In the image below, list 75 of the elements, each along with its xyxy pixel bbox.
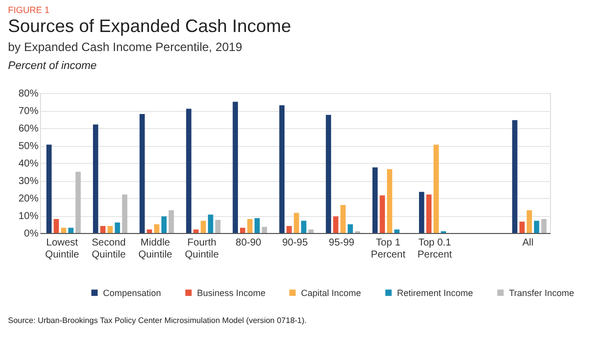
bar [340, 205, 346, 233]
bar [308, 230, 314, 233]
bar [200, 220, 206, 233]
bar [161, 216, 167, 233]
bar [294, 212, 300, 233]
bar [54, 219, 59, 233]
bar [262, 226, 268, 233]
bar [46, 144, 52, 233]
bar [519, 222, 525, 233]
x-tick-label: 90-95 [282, 238, 308, 248]
bar [60, 228, 66, 233]
bar [419, 192, 424, 233]
bar [526, 210, 532, 233]
bar [372, 167, 378, 233]
bar [386, 169, 392, 233]
chart-subtitle: by Expanded Cash Income Percentile, 2019 [8, 40, 242, 54]
x-tick-label: All [522, 238, 534, 248]
x-tick-label: Lowest Quintile [45, 238, 80, 260]
bar [348, 224, 353, 233]
y-tick-label: 20% [18, 194, 39, 204]
legend-label: Business Income [197, 288, 266, 298]
bar [146, 230, 152, 233]
x-tick-label: 80-90 [236, 238, 262, 248]
legend-label: Compensation [103, 288, 162, 298]
bar [326, 114, 332, 233]
bar [68, 228, 74, 233]
bar [279, 105, 285, 233]
bar [380, 195, 385, 233]
bar [394, 230, 400, 233]
bar [232, 102, 238, 233]
bar [122, 194, 128, 233]
bar [76, 172, 81, 233]
x-tick-label: Top 0.1 Percent [417, 238, 452, 260]
x-tick-label: Second Quintile [92, 238, 126, 260]
y-tick-label: 40% [18, 158, 39, 170]
legend-label: Transfer Income [509, 288, 574, 298]
bar [140, 114, 145, 233]
chart-title: Sources of Expanded Cash Income [8, 16, 292, 36]
bar [534, 220, 540, 233]
caption: FIGURE 1 [8, 5, 50, 15]
bar [426, 194, 432, 233]
legend-label: Retirement Income [397, 288, 474, 298]
x-tick-label: 95-99 [328, 238, 355, 248]
bar [512, 120, 518, 233]
y-tick-label: 50% [18, 141, 39, 152]
bar [114, 222, 120, 233]
bar [434, 144, 439, 233]
y-tick-label: 60% [18, 124, 39, 134]
y-tick-label: 0% [24, 228, 39, 240]
bar [301, 220, 306, 233]
bar [108, 226, 113, 233]
source-note: Source: Urban-Brookings Tax Policy Center Microsimulation Model (version 0718-1). [8, 316, 307, 325]
legend-label: Capital Income [301, 288, 362, 298]
bar [92, 124, 98, 233]
bar [541, 219, 547, 233]
x-tick-label: Middle Quintile [138, 238, 173, 260]
bar [154, 224, 160, 233]
x-tick-label: Fourth Quintile [184, 238, 220, 260]
bar [333, 216, 338, 233]
y-tick-label: 70% [18, 106, 39, 117]
bar [208, 214, 214, 233]
y-tick-label: 10% [18, 211, 39, 222]
y-axis-title: Percent of income [8, 60, 97, 72]
bar [193, 230, 199, 233]
y-tick-label: 30% [18, 176, 39, 187]
y-tick-label: 80% [18, 88, 39, 100]
bar [215, 220, 220, 233]
bar [168, 210, 174, 233]
bar [240, 228, 246, 233]
x-tick-label: Top 1 Percent [370, 238, 406, 260]
bar [254, 218, 260, 233]
bar [247, 219, 252, 233]
bar [100, 226, 106, 233]
bar [286, 226, 292, 233]
bar [186, 108, 192, 233]
